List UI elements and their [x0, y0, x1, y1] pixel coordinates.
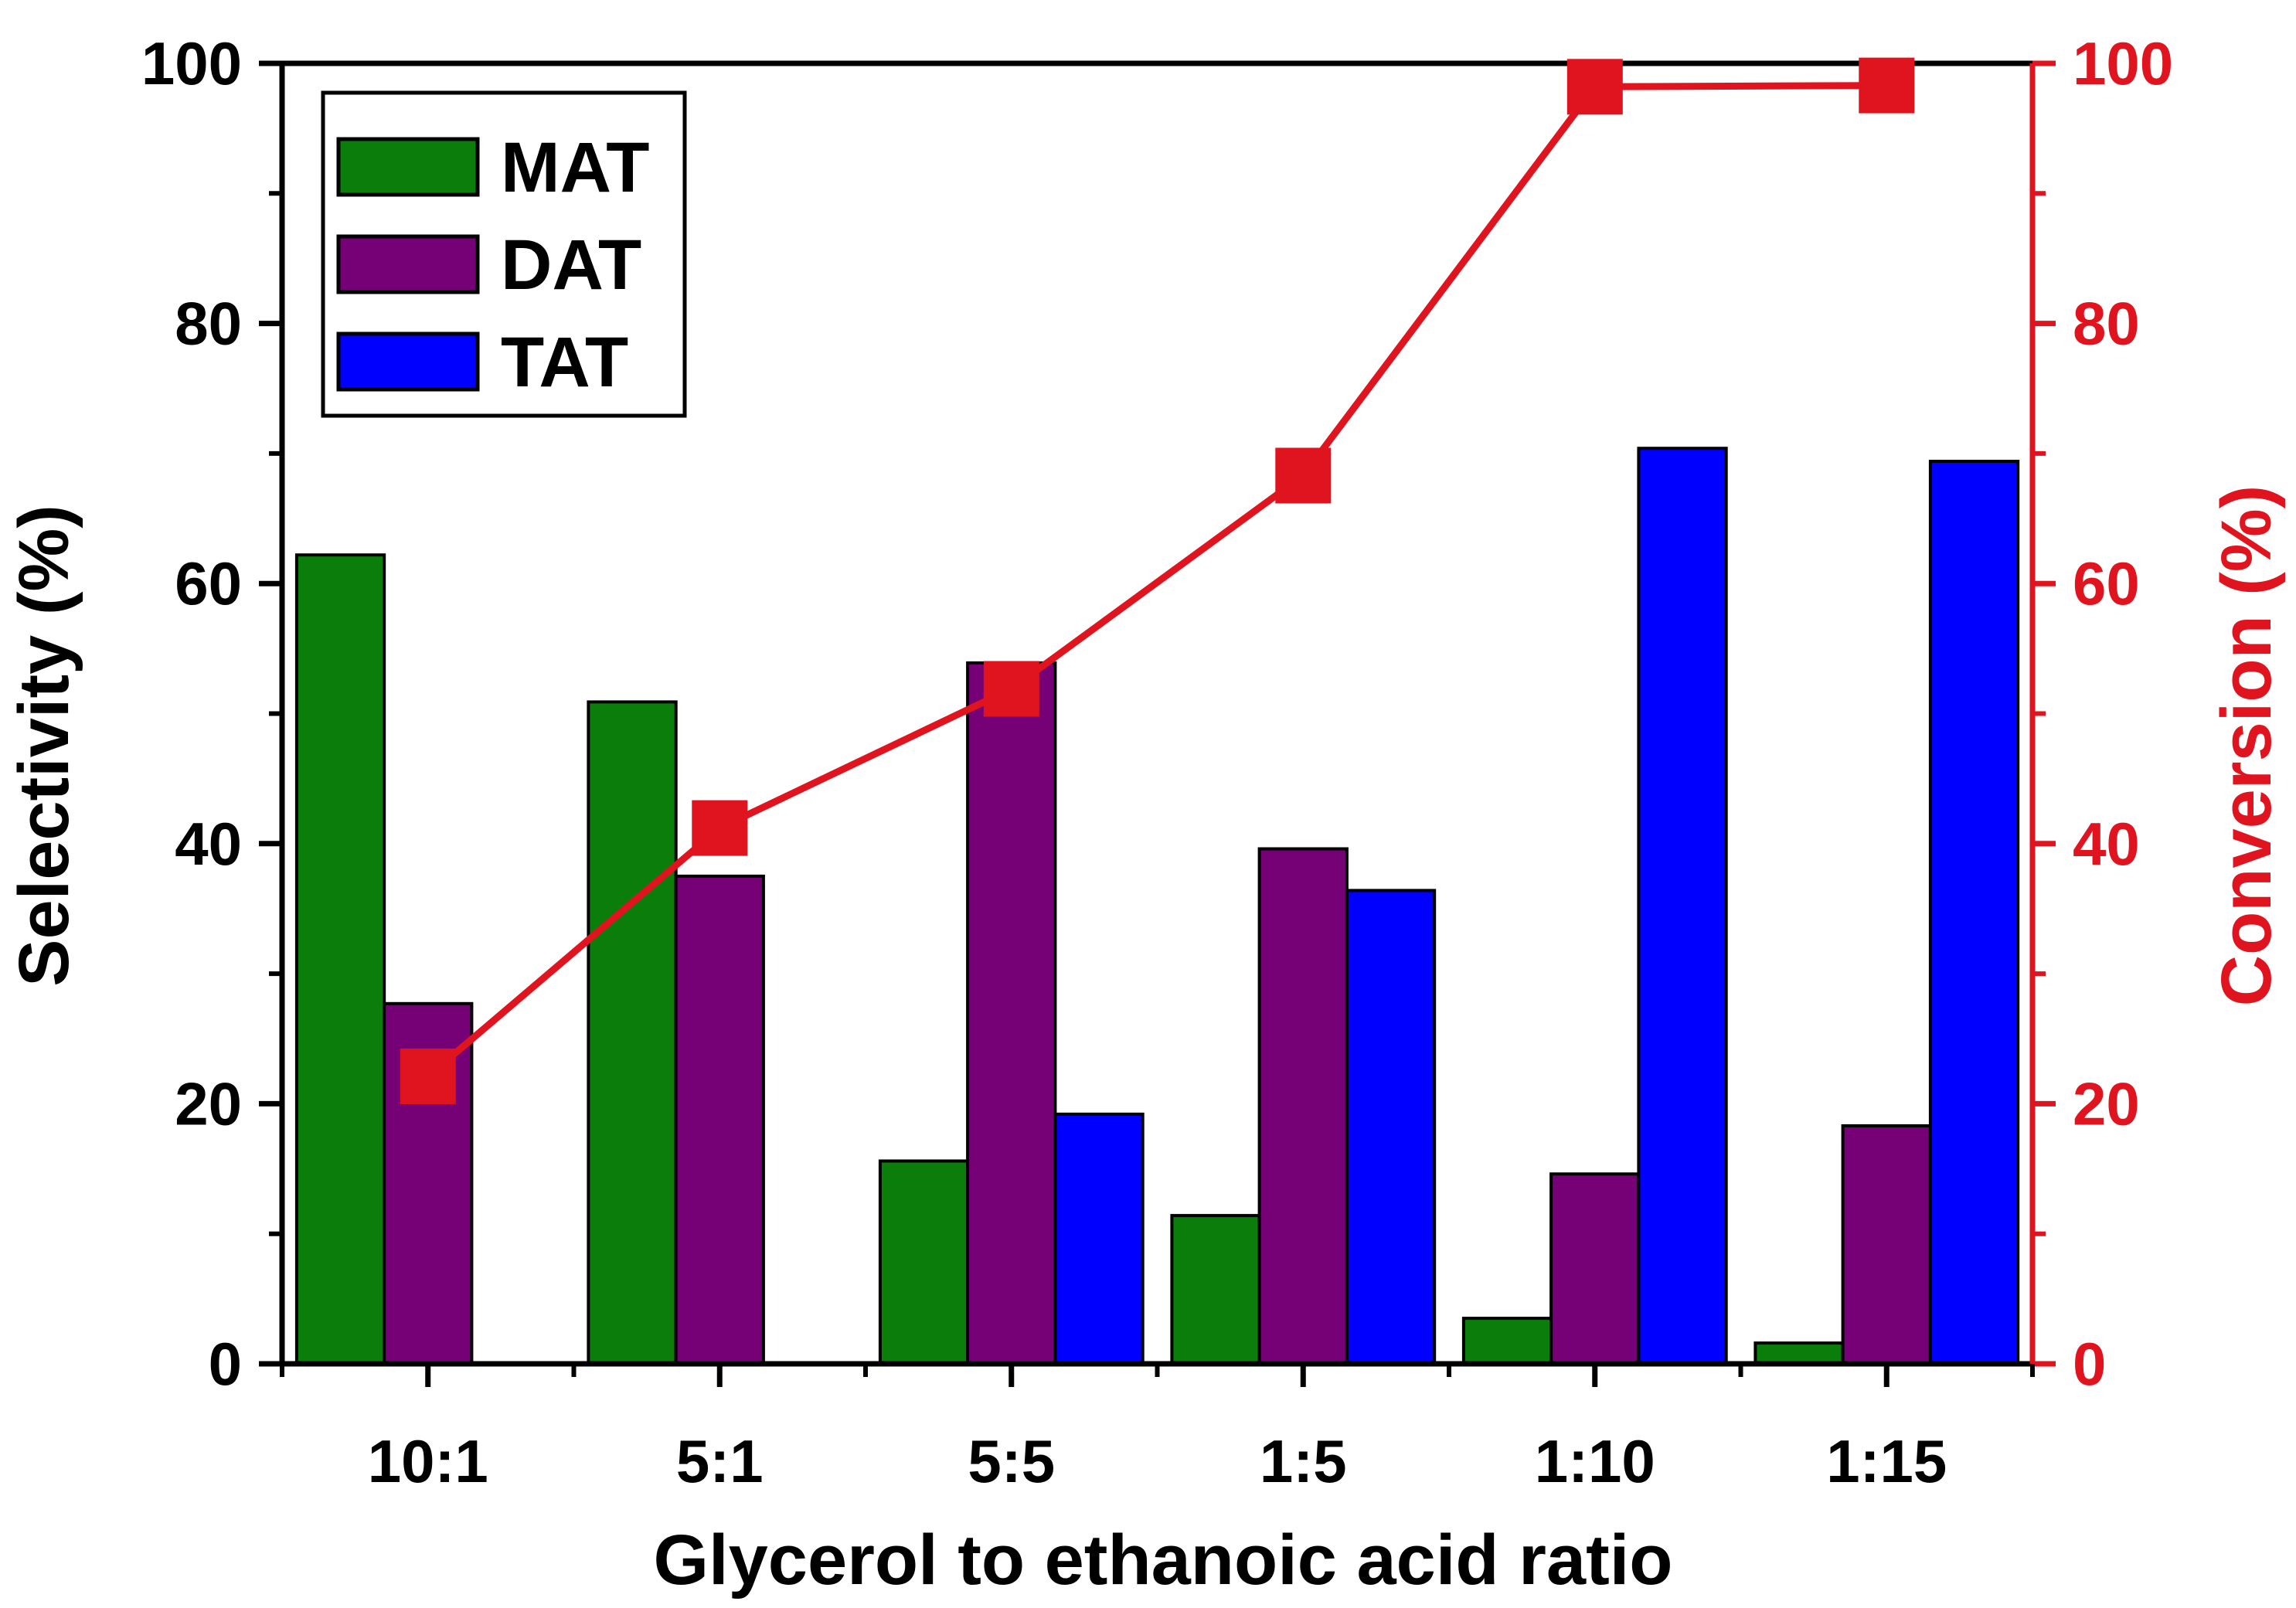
- y-tick-label: 60: [175, 549, 242, 617]
- bar-tat-1-10: [1637, 447, 1728, 1366]
- conversion-line: [425, 82, 1887, 1079]
- x-tick-label: 1:5: [1260, 1427, 1347, 1495]
- x-tick-label: 1:15: [1826, 1427, 1947, 1495]
- conversion-point-1-5: [1275, 447, 1332, 504]
- y2-tick-label: 0: [2073, 1330, 2106, 1398]
- conversion-point-5-1: [692, 800, 748, 856]
- bar-dat-5-5: [966, 661, 1057, 1365]
- legend: MAT DAT TAT: [321, 90, 687, 418]
- y2-tick-label: 100: [2073, 29, 2173, 97]
- y-axis-title: Selectivity (%): [5, 505, 83, 987]
- bar-tat-1-5: [1345, 889, 1437, 1365]
- y-tick-label: 20: [175, 1069, 242, 1137]
- conversion-point-5-5: [983, 661, 1039, 717]
- y2-tick-label: 60: [2073, 549, 2140, 617]
- conversion-point-1-15: [1859, 57, 1915, 114]
- bar-mat-1-5: [1170, 1214, 1261, 1365]
- bar-tat-1-15: [1928, 460, 2020, 1365]
- x-tick-label: 10:1: [368, 1427, 488, 1495]
- bar-dat-1-5: [1257, 847, 1349, 1365]
- bar-mat-5-1: [587, 700, 678, 1365]
- y-tick-label: 40: [175, 810, 242, 878]
- y-tick-label: 100: [141, 29, 242, 97]
- legend-label-mat: MAT: [501, 128, 649, 207]
- bar-mat-1-10: [1461, 1317, 1553, 1365]
- y2-axis-title: Conversion (%): [2207, 485, 2286, 1007]
- y-tick-label: 0: [209, 1330, 242, 1398]
- conversion-point-1-10: [1566, 59, 1623, 115]
- legend-label-tat: TAT: [501, 323, 628, 402]
- conversion-point-10-1: [400, 1049, 456, 1105]
- y2-tick-label: 40: [2073, 810, 2140, 878]
- legend-swatch-mat: [336, 137, 480, 197]
- x-tick-label: 5:1: [676, 1427, 764, 1495]
- bar-tat-5-5: [1053, 1112, 1145, 1366]
- bar-dat-5-1: [674, 874, 765, 1365]
- legend-swatch-dat: [336, 234, 480, 294]
- legend-label-dat: DAT: [501, 226, 641, 304]
- x-tick-label: 1:10: [1535, 1427, 1655, 1495]
- ticks-layer: 0 20 40 60 80 100 0 20 40 60 80 100 10:1 5:1 5:5 1:5 1:1…: [141, 29, 2173, 1495]
- bar-mat-5-5: [878, 1159, 970, 1365]
- conversion-line-layer: [400, 57, 1915, 1105]
- y-tick-label: 80: [175, 290, 242, 358]
- bar-mat-1-15: [1753, 1341, 1845, 1365]
- y2-tick-label: 80: [2073, 290, 2140, 358]
- bar-dat-1-15: [1841, 1124, 1932, 1365]
- x-axis-title: Glycerol to ethanoic acid ratio: [654, 1521, 1673, 1600]
- legend-swatch-tat: [336, 331, 480, 392]
- x-tick-label: 5:5: [968, 1427, 1055, 1495]
- bar-mat-10-1: [294, 553, 386, 1366]
- bar-dat-1-10: [1549, 1172, 1641, 1366]
- bars-layer: [294, 447, 2020, 1366]
- y2-tick-label: 20: [2073, 1069, 2140, 1137]
